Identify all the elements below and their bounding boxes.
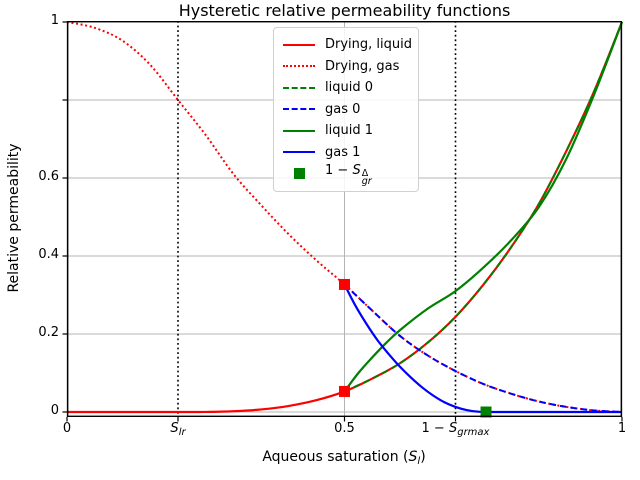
y-tick-label: 0 xyxy=(50,403,59,418)
legend-entry: gas 1 xyxy=(283,142,410,164)
marker-trapped-gas-point xyxy=(480,406,492,418)
legend-entry: gas 0 xyxy=(283,99,410,121)
y-axis-label: Relative permeability xyxy=(6,143,22,293)
y-tick-label: 0.6 xyxy=(38,169,59,184)
curve-liquid-0 xyxy=(344,21,623,393)
legend-entry: liquid 0 xyxy=(283,77,410,99)
y-tick-label: 1 xyxy=(50,13,59,28)
marker-reversal-point-liquid xyxy=(339,385,350,397)
x-axis-label: Aqueous saturation (Sl) xyxy=(262,449,426,467)
legend-sample-line xyxy=(283,43,315,46)
legend-sample-marker xyxy=(283,168,315,180)
legend-sample-line xyxy=(283,108,315,111)
legend-entry: liquid 1 xyxy=(283,120,410,142)
legend-sample-line xyxy=(283,129,315,132)
legend-square-icon xyxy=(293,168,305,180)
legend-sample-line xyxy=(283,151,315,154)
legend-line-icon xyxy=(283,151,315,154)
legend-line-icon xyxy=(283,65,315,68)
plot-area xyxy=(62,20,624,422)
x-tick-label: Slr xyxy=(170,421,186,438)
legend-sample-line xyxy=(283,65,315,68)
marker-reversal-point-gas xyxy=(339,278,350,290)
chart-title: Hysteretic relative permeability functio… xyxy=(178,1,511,20)
legend-sample-line xyxy=(283,86,315,89)
x-tick-label: 0.5 xyxy=(334,421,355,436)
legend-line-icon xyxy=(283,86,315,89)
curve-liquid-1 xyxy=(343,21,624,393)
legend-entry: Drying, liquid xyxy=(283,34,412,56)
legend-line-icon xyxy=(283,129,315,132)
curve-gas-1 xyxy=(343,283,622,414)
legend: Drying, liquid Drying, gas liquid 0 gas 0 li… xyxy=(273,27,419,192)
y-tick-label: 0.2 xyxy=(38,325,59,340)
legend-entry: Drying, gas xyxy=(283,56,410,78)
x-tick-label: 0 xyxy=(62,421,72,436)
legend-label: liquid 1 xyxy=(325,123,373,139)
legend-label: liquid 0 xyxy=(325,80,373,96)
curve-gas-0 xyxy=(343,283,623,413)
legend-label: Drying, gas xyxy=(325,58,400,74)
legend-label: Drying, liquid xyxy=(325,37,412,53)
x-tick-label: 1 xyxy=(617,421,627,436)
legend-label: gas 0 xyxy=(325,101,361,117)
legend-label: gas 1 xyxy=(325,144,361,160)
legend-line-icon xyxy=(283,108,315,111)
x-tick-label: 1 − Sgrmax xyxy=(421,421,490,438)
plot-border xyxy=(66,20,622,418)
y-tick-label: 0.4 xyxy=(38,247,59,262)
legend-line-icon xyxy=(283,43,315,46)
